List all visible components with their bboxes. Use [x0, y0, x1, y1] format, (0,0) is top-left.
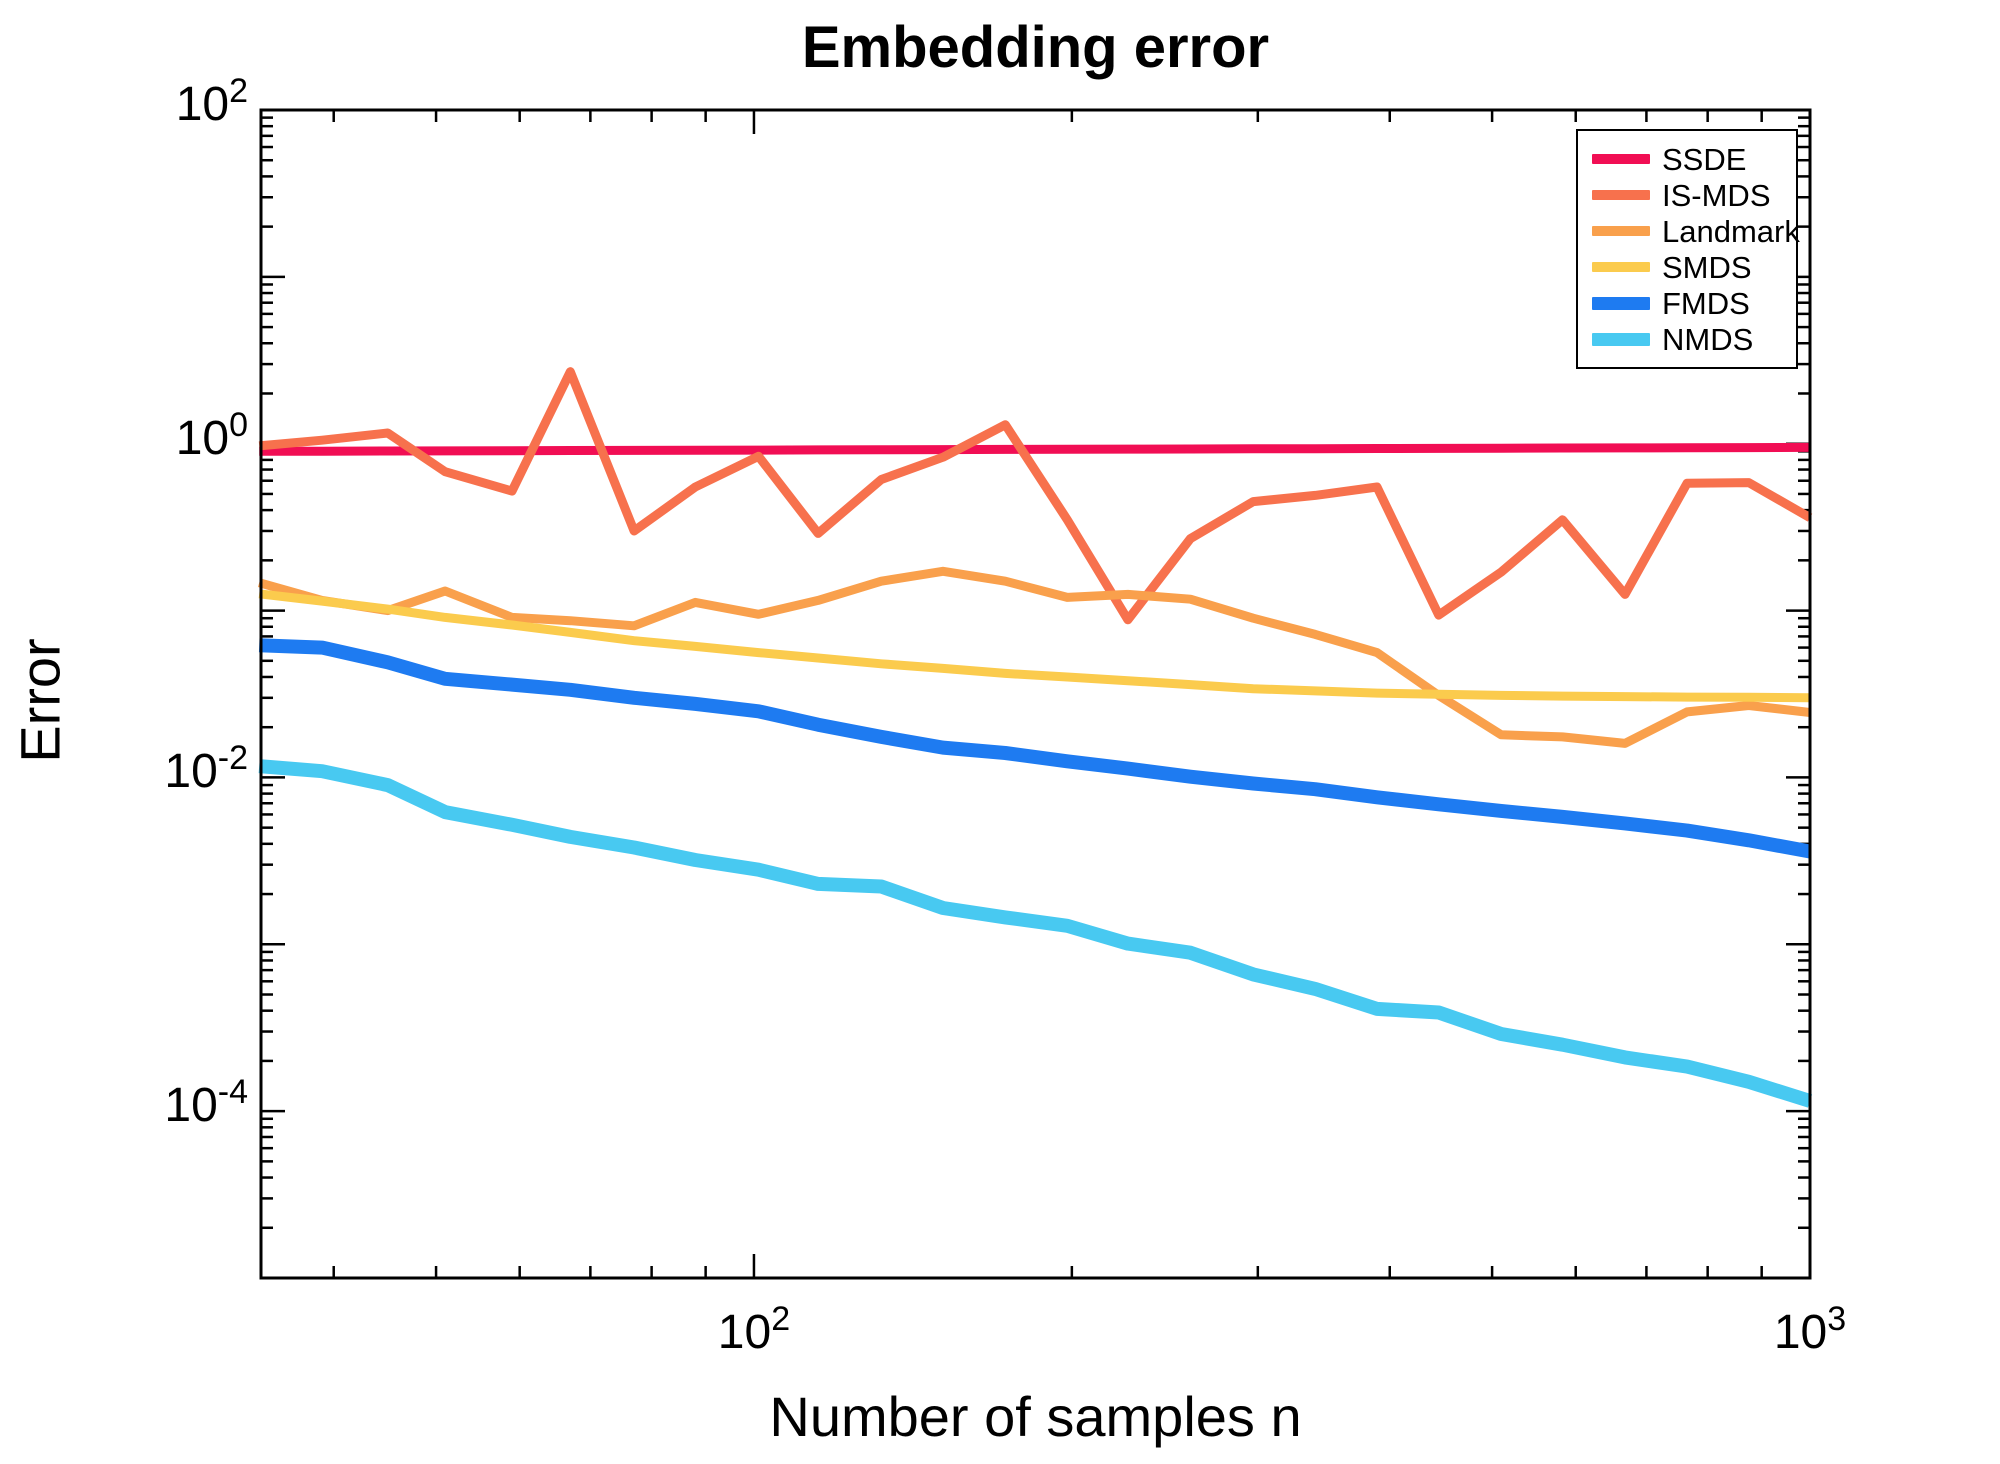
chart-title: Embedding error	[801, 15, 1270, 80]
legend-item-nmds: NMDS	[1592, 321, 1796, 357]
legend-item-ssde: SSDE	[1592, 141, 1796, 177]
legend-line-icon	[1592, 262, 1650, 272]
y-tick-label-1e-4: 10-4	[164, 1073, 248, 1133]
series-line-is-mds	[258, 367, 1813, 625]
legend-box: SSDE IS-MDS Landmark SMDS FMDS NMDS	[1576, 129, 1800, 369]
legend-line-icon	[1592, 296, 1650, 310]
y-axis-label: Error	[8, 638, 72, 763]
legend-label: Landmark	[1662, 213, 1800, 249]
legend-item-landmark: Landmark	[1592, 213, 1800, 249]
legend-label: SSDE	[1662, 141, 1747, 177]
legend-label: NMDS	[1662, 321, 1754, 357]
legend-line-icon	[1592, 154, 1650, 164]
legend-label: IS-MDS	[1662, 177, 1771, 213]
legend-label: FMDS	[1662, 285, 1750, 321]
legend-line-icon	[1592, 332, 1650, 346]
series-line-nmds	[258, 759, 1813, 1108]
legend-item-fmds: FMDS	[1592, 285, 1796, 321]
legend-line-icon	[1592, 226, 1650, 236]
legend-label: SMDS	[1662, 249, 1752, 285]
axes-frame	[259, 108, 1812, 1280]
legend-item-is-mds: IS-MDS	[1592, 177, 1796, 213]
series-line-ssde	[259, 442, 1811, 456]
series-line-fmds	[258, 638, 1812, 859]
y-tick-label-1e2: 102	[175, 72, 248, 131]
x-tick-label-1e2: 102	[717, 1300, 791, 1359]
series-line-smds	[258, 589, 1811, 703]
series-line-landmark	[257, 566, 1811, 748]
x-tick-label-1e3: 103	[1773, 1300, 1847, 1359]
legend-item-smds: SMDS	[1592, 249, 1796, 285]
x-axis-label: Number of samples n	[769, 1385, 1302, 1448]
y-tick-label-1e-2: 10-2	[164, 739, 248, 799]
legend-line-icon	[1592, 190, 1650, 200]
y-tick-label-1e0: 100	[175, 405, 248, 465]
